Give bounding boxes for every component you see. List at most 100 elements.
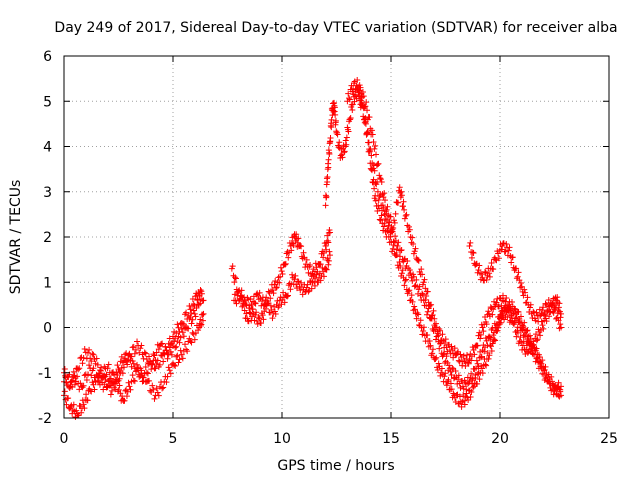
data-point: [127, 386, 134, 393]
data-point: [374, 178, 381, 185]
data-point: [506, 244, 513, 251]
data-point: [558, 324, 565, 331]
data-point: [347, 116, 354, 123]
data-point: [132, 368, 139, 375]
data-point: [80, 401, 87, 408]
y-tick-label: 5: [43, 94, 52, 110]
data-point: [501, 316, 508, 323]
data-point: [62, 372, 69, 379]
data-point: [467, 239, 474, 246]
data-point: [412, 245, 419, 252]
data-point: [391, 219, 398, 226]
data-point: [436, 345, 443, 352]
data-point: [514, 273, 521, 280]
data-point: [551, 306, 558, 313]
data-point: [236, 296, 243, 303]
data-point: [526, 332, 533, 339]
data-point: [492, 256, 499, 263]
data-point: [190, 307, 197, 314]
data-point: [278, 268, 285, 275]
data-point: [249, 306, 256, 313]
data-point: [540, 364, 547, 371]
data-point: [481, 348, 488, 355]
data-point: [104, 365, 111, 372]
x-axis-label: GPS time / hours: [277, 458, 394, 474]
data-point: [108, 379, 115, 386]
data-point: [406, 266, 413, 273]
x-tick-label: 10: [273, 431, 291, 447]
data-point: [123, 393, 130, 400]
data-point: [298, 243, 305, 250]
data-point: [281, 261, 288, 268]
data-point: [515, 318, 522, 325]
data-point: [413, 276, 420, 283]
data-point: [487, 336, 494, 343]
data-point: [88, 358, 95, 365]
data-point: [81, 346, 88, 353]
data-point: [429, 312, 436, 319]
data-point: [86, 346, 93, 353]
data-point: [370, 138, 377, 145]
data-point: [424, 308, 431, 315]
data-point: [384, 225, 391, 232]
series-track-d: [228, 227, 333, 313]
data-point: [438, 365, 445, 372]
data-point: [540, 304, 547, 311]
y-tick-label: 2: [43, 230, 52, 246]
data-point: [134, 338, 141, 345]
data-point: [103, 384, 110, 391]
data-point: [173, 353, 180, 360]
data-point: [235, 297, 242, 304]
data-point: [155, 392, 162, 399]
data-point: [505, 247, 512, 254]
data-point: [80, 382, 87, 389]
data-point: [478, 271, 485, 278]
data-point: [440, 351, 447, 358]
data-point: [495, 255, 502, 262]
data-point: [135, 364, 142, 371]
data-point: [112, 376, 119, 383]
data-point: [502, 248, 509, 255]
data-point: [64, 382, 71, 389]
data-point: [129, 358, 136, 365]
data-point: [540, 325, 547, 332]
data-point: [419, 291, 426, 298]
data-point: [420, 324, 427, 331]
data-points: [61, 76, 565, 421]
data-point: [359, 101, 366, 108]
data-point: [437, 340, 444, 347]
data-point: [443, 382, 450, 389]
data-point: [105, 378, 112, 385]
data-point: [75, 366, 82, 373]
data-point: [131, 365, 138, 372]
data-point: [67, 379, 74, 386]
data-point: [354, 76, 361, 83]
data-point: [307, 261, 314, 268]
data-point: [178, 325, 185, 332]
data-point: [398, 270, 405, 277]
data-point: [295, 235, 302, 242]
data-point: [532, 331, 539, 338]
data-point: [172, 362, 179, 369]
data-point: [371, 195, 378, 202]
data-point: [325, 239, 332, 246]
data-point: [490, 332, 497, 339]
data-point: [67, 403, 74, 410]
data-point: [546, 313, 553, 320]
data-point: [288, 247, 295, 254]
data-point: [465, 397, 472, 404]
data-point: [386, 219, 393, 226]
data-point: [313, 271, 320, 278]
data-point: [130, 377, 137, 384]
data-point: [251, 299, 258, 306]
data-point: [184, 348, 191, 355]
y-tick-label: 4: [43, 140, 52, 156]
data-point: [375, 160, 382, 167]
data-point: [70, 401, 77, 408]
data-point: [499, 292, 506, 299]
data-point: [101, 381, 108, 388]
data-point: [84, 371, 91, 378]
data-point: [139, 374, 146, 381]
data-point: [100, 386, 107, 393]
